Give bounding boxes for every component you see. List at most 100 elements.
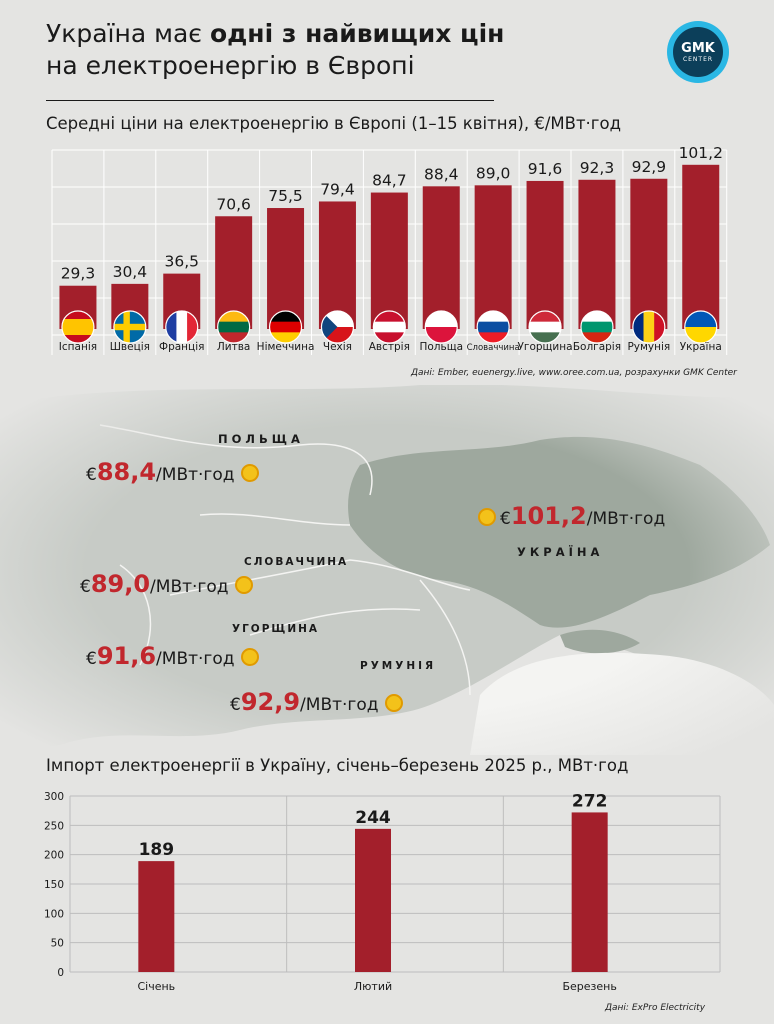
title-part-bold: одні з найвищих цін — [209, 19, 505, 48]
lightbulb-icon — [240, 464, 259, 482]
price-bar — [370, 192, 408, 329]
price-unit: /МВт·год — [156, 649, 235, 669]
map-label-poland: ПОЛЬЩА — [218, 432, 304, 446]
country-tick-label: Швеція — [110, 341, 150, 353]
france-flag-icon — [165, 311, 198, 343]
currency-symbol: € — [230, 695, 241, 715]
price-value-label: 36,5 — [164, 253, 199, 271]
y-tick-label: 300 — [44, 791, 64, 803]
price-value-label: 101,2 — [679, 145, 723, 162]
price-value-label: 30,4 — [113, 263, 148, 281]
import-chart-source: Дані: ExPro Electricity — [605, 1003, 706, 1013]
spain-flag-icon — [61, 311, 94, 343]
callout-hungary: €91,6/МВт·год — [86, 642, 259, 670]
lightbulb-icon — [478, 508, 496, 526]
hungary-flag-icon — [529, 311, 562, 343]
y-tick-label: 200 — [44, 850, 64, 862]
czechia-flag-icon — [321, 311, 354, 343]
country-tick-label: Угорщина — [518, 341, 573, 353]
y-tick-label: 100 — [44, 908, 64, 920]
logo-text-top: GMK — [681, 41, 715, 56]
country-tick-label: Польща — [419, 341, 463, 353]
slovakia-flag-icon — [477, 311, 510, 343]
price-bar — [422, 186, 460, 329]
y-tick-label: 250 — [44, 820, 64, 832]
flag-ring — [580, 310, 614, 344]
price-value-label: 29,3 — [61, 265, 96, 283]
title-part-regular: Україна має — [46, 19, 210, 48]
flag-ring — [268, 310, 303, 344]
import-bar — [138, 861, 175, 972]
price-value-label: 79,4 — [320, 180, 355, 198]
price-value: 92,9 — [240, 688, 301, 716]
country-tick-label: Німеччина — [257, 341, 315, 353]
month-tick-label: Березень — [562, 980, 616, 993]
import-value-label: 189 — [139, 840, 175, 860]
price-value-label: 92,9 — [632, 158, 667, 176]
country-tick-label: Україна — [680, 341, 722, 353]
price-value-label: 91,6 — [528, 160, 563, 178]
lithuania-flag-icon — [217, 311, 250, 343]
country-tick-label: Франція — [159, 341, 204, 353]
price-chart-source: Дані: Ember, euenergy.live, www.oree.com… — [411, 368, 737, 378]
flag-ring — [632, 310, 666, 344]
y-tick-label: 50 — [51, 938, 64, 950]
country-tick-label: Литва — [217, 341, 250, 353]
y-tick-label: 0 — [57, 967, 64, 979]
country-tick-label: Румунія — [627, 341, 670, 353]
month-tick-label: Січень — [137, 980, 175, 993]
title-line-2: на електроенергію в Європі — [46, 51, 415, 80]
currency-symbol: € — [86, 465, 97, 485]
bulgaria-flag-icon — [580, 311, 613, 343]
flag-ring — [684, 310, 718, 344]
price-chart-subtitle: Середні ціни на електроенергію в Європі … — [46, 114, 621, 133]
flag-ring — [528, 310, 562, 344]
import-bar-chart: 0 50 100 150 200 250 300 189 Січень 244 Лютий 272 Бе… — [44, 791, 721, 993]
price-unit: /МВт·год — [150, 577, 229, 597]
callout-romania: €92,9/МВт·год — [230, 688, 403, 716]
germany-flag-icon — [269, 311, 302, 343]
price-bar-chart: 29,3 Іспанія 30,4 Швеція 36,5 Франція 70,6 Литв… — [51, 145, 728, 355]
country-tick-label: Іспанія — [59, 341, 97, 353]
import-bar — [355, 828, 391, 972]
map-label-hungary: УГОРЩИНА — [232, 623, 320, 635]
flag-ring — [320, 310, 355, 344]
month-tick-label: Лютий — [354, 980, 392, 993]
romania-flag-icon — [632, 311, 665, 343]
austria-flag-icon — [373, 311, 406, 343]
flag-ring — [165, 310, 199, 344]
callout-ukraine: €101,2/МВт·год — [478, 502, 665, 530]
price-value-label: 84,7 — [372, 172, 407, 190]
price-bar — [526, 180, 564, 329]
currency-symbol: € — [80, 577, 91, 597]
price-bar — [682, 164, 720, 329]
price-value-label: 89,0 — [476, 164, 511, 182]
flag-ring — [372, 310, 406, 344]
poland-flag-icon — [425, 311, 458, 343]
price-bar — [215, 216, 253, 329]
europe-map — [0, 385, 774, 755]
title-divider — [46, 100, 494, 101]
flag-ring — [424, 310, 458, 344]
lightbulb-icon — [240, 648, 259, 666]
price-value-label: 88,4 — [424, 165, 459, 183]
callout-slovakia: €89,0/МВт·год — [80, 570, 253, 598]
price-value: 101,2 — [510, 502, 587, 530]
price-value-label: 75,5 — [268, 187, 303, 205]
gmk-center-logo: GMK CENTER — [667, 21, 729, 83]
callout-poland: €88,4/МВт·год — [86, 458, 259, 486]
price-unit: /МВт·год — [300, 695, 379, 715]
currency-symbol: € — [86, 649, 97, 669]
price-bar — [474, 185, 512, 329]
price-value-label: 70,6 — [216, 195, 251, 213]
import-bar — [571, 812, 608, 972]
logo-badge: GMK CENTER — [673, 27, 723, 77]
lightbulb-icon — [234, 576, 253, 594]
country-tick-label: Чехія — [323, 341, 352, 353]
price-bar — [630, 178, 668, 329]
import-value-label: 244 — [355, 808, 391, 828]
country-tick-label: Словаччина — [467, 343, 520, 353]
price-value: 88,4 — [96, 458, 157, 486]
price-bar — [267, 208, 305, 329]
map-label-romania: РУМУНІЯ — [360, 660, 437, 672]
